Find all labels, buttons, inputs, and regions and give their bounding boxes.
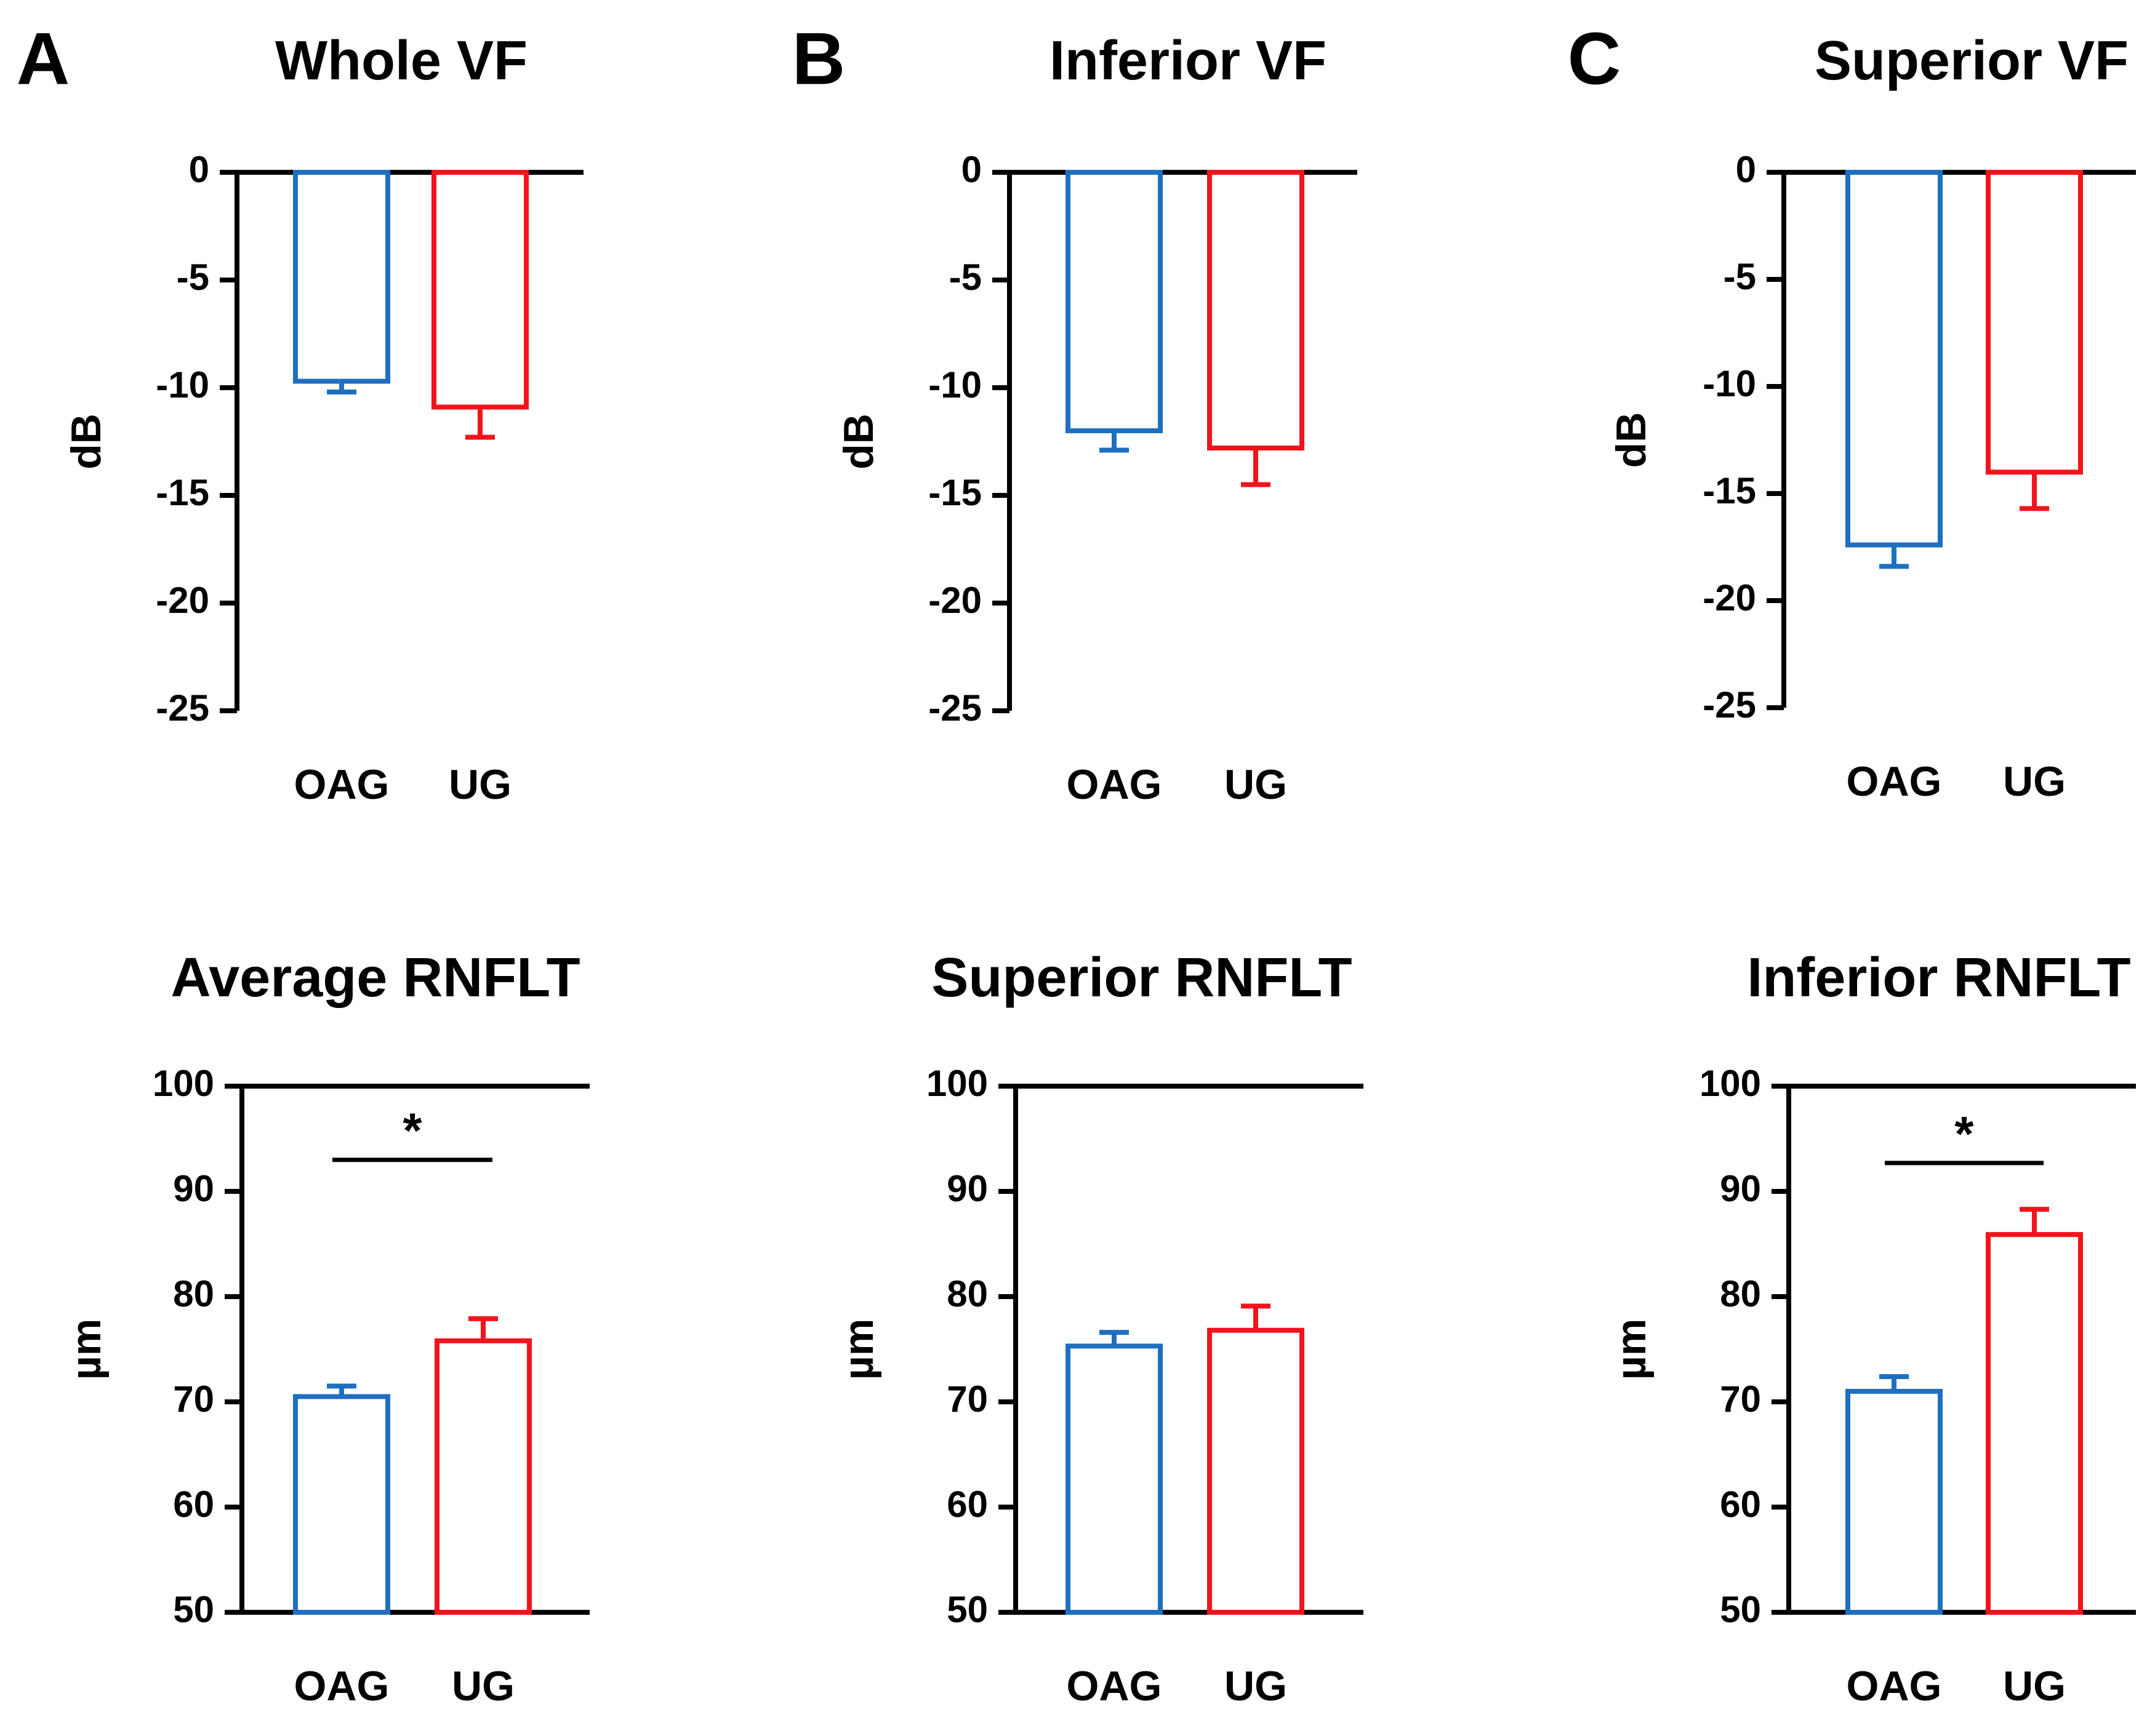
panel-4-ytick-label: 90 [173, 1168, 214, 1209]
panel-5-ylabel: µm [835, 1319, 882, 1380]
panel-4-title: Average RNFLT [171, 947, 580, 1009]
panel-3-bar-ug [1986, 170, 2083, 475]
panel-1-ytick-label: -20 [156, 580, 209, 621]
panel-1-title: Whole VF [275, 30, 528, 92]
panel-1-ytick-label: -25 [156, 687, 209, 729]
panel-5-category-ug: UG [1224, 1663, 1287, 1710]
panel-1-ytick-label: -5 [177, 257, 209, 298]
panel-6-category-oag: OAG [1847, 1663, 1942, 1710]
panel-4-category-oag: OAG [294, 1663, 390, 1710]
panel-1-ytick-label: 0 [189, 149, 209, 190]
panel-6-ytick-label: 80 [1720, 1273, 1761, 1314]
panel-3-category-ug: UG [2003, 758, 2066, 805]
panel-6-ytick-label: 60 [1720, 1484, 1761, 1525]
panel-1-category-ug: UG [449, 761, 512, 808]
panel-6-category-ug: UG [2003, 1663, 2066, 1710]
panel-5-ytick-label: 70 [947, 1378, 988, 1420]
panel-2-category-oag: OAG [1067, 761, 1162, 808]
panel-6-ytick-label: 90 [1720, 1168, 1761, 1209]
panel-1-ylabel: dB [63, 414, 110, 470]
panel-5-category-oag: OAG [1067, 1663, 1162, 1710]
panel-4-ytick-label: 100 [153, 1063, 214, 1104]
panel-5-bar-oag [1065, 1343, 1163, 1615]
panel-4-ylabel: µm [63, 1319, 110, 1380]
panel-2-category-ug: UG [1224, 761, 1287, 808]
panel-4-significance-star: * [403, 1103, 422, 1158]
panel-3-ytick-label: -20 [1703, 577, 1756, 618]
panel-2-ytick-label: -10 [928, 364, 982, 406]
panel-2-ytick-label: -25 [928, 687, 982, 729]
panel-2-ytick-label: -5 [949, 257, 982, 298]
panel-4-bar-ug [435, 1338, 532, 1615]
panel-1-bar-oag [293, 170, 390, 384]
panel-4-ytick-label: 50 [173, 1589, 214, 1630]
panel-6-title: Inferior RNFLT [1747, 947, 2130, 1009]
panel-2-ytick-label: 0 [961, 149, 982, 190]
panel-5-bar-ug [1207, 1327, 1304, 1615]
panel-4-category-ug: UG [452, 1663, 515, 1710]
panel-2-bar-oag [1065, 170, 1163, 433]
panel-6-bar-ug [1986, 1232, 2083, 1615]
panel-1-label: A [17, 18, 70, 100]
panel-5-title: Superior RNFLT [931, 947, 1352, 1009]
panel-1-ytick-label: -15 [156, 472, 209, 513]
panel-3-ylabel: dB [1608, 412, 1655, 468]
panel-3-ytick-label: -5 [1724, 256, 1756, 297]
panel-1-category-oag: OAG [294, 761, 390, 808]
panel-4-ytick-label: 60 [173, 1484, 214, 1525]
panel-2-title: Inferior VF [1049, 30, 1326, 92]
panel-4-ytick-label: 80 [173, 1273, 214, 1314]
panel-6-bar-oag [1845, 1388, 1943, 1615]
panel-6-ytick-label: 100 [1700, 1063, 1761, 1104]
panel-3-ytick-label: -25 [1703, 684, 1756, 726]
panel-4-bar-oag [293, 1394, 390, 1615]
panel-5-ytick-label: 90 [947, 1168, 988, 1209]
panel-5-ytick-label: 60 [947, 1484, 988, 1525]
panel-6-significance-star: * [1954, 1106, 1974, 1161]
panel-3-label: C [1568, 18, 1621, 100]
panel-3-ytick-label: -15 [1703, 470, 1756, 511]
panel-6-ytick-label: 50 [1720, 1589, 1761, 1630]
panel-1-ytick-label: -10 [156, 364, 209, 406]
panel-4-ytick-label: 70 [173, 1378, 214, 1420]
panel-3-ytick-label: -10 [1703, 363, 1756, 404]
panel-1-bar-ug [431, 170, 529, 410]
panel-2-ylabel: dB [835, 414, 882, 470]
panel-5-ytick-label: 50 [947, 1589, 988, 1630]
panel-2-label: B [792, 18, 846, 100]
panel-6-ytick-label: 70 [1720, 1378, 1761, 1420]
panel-6-ylabel: µm [1608, 1319, 1655, 1380]
panel-2-ytick-label: -15 [928, 472, 982, 513]
panel-2-bar-ug [1207, 170, 1304, 450]
panel-5-ytick-label: 100 [926, 1063, 988, 1104]
panel-5-ytick-label: 80 [947, 1273, 988, 1314]
panel-3-bar-oag [1845, 170, 1943, 548]
panel-3-title: Superior VF [1815, 30, 2129, 92]
panel-2-ytick-label: -20 [928, 580, 982, 621]
panel-3-category-oag: OAG [1847, 758, 1942, 805]
panel-3-ytick-label: 0 [1736, 149, 1756, 190]
